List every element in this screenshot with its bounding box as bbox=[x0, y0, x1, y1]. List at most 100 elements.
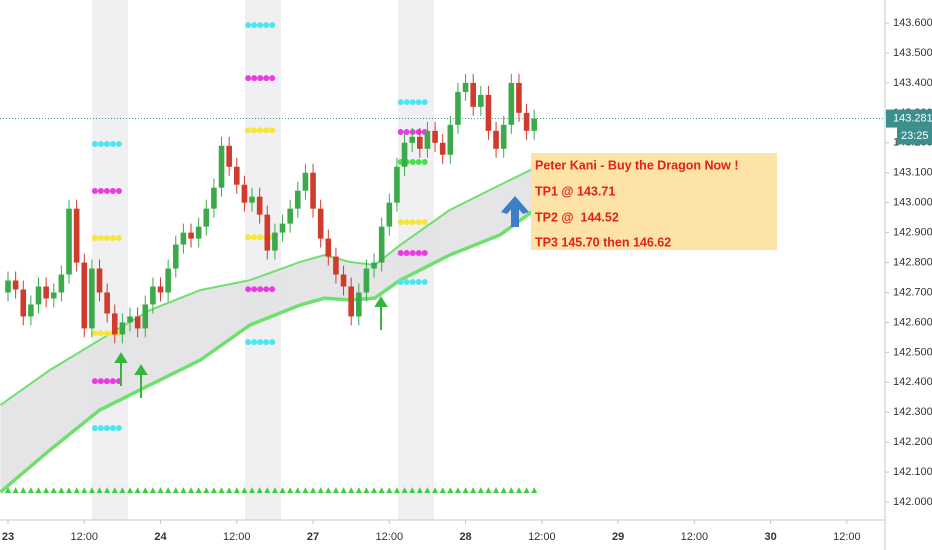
signal-triangle bbox=[188, 487, 195, 494]
signal-triangle bbox=[401, 487, 408, 494]
signal-triangle bbox=[96, 487, 103, 494]
signal-triangle bbox=[310, 487, 317, 494]
candle-body bbox=[294, 190, 301, 209]
signal-triangle bbox=[241, 487, 248, 494]
x-tick-label: 12:00 bbox=[681, 531, 709, 543]
candle-body bbox=[104, 292, 110, 314]
y-tick-label: 142.100 bbox=[893, 466, 932, 478]
candle-body bbox=[417, 136, 423, 149]
candle-body bbox=[279, 223, 286, 233]
annotation: TP2 @ 144.52 bbox=[535, 210, 619, 224]
candle-body bbox=[516, 82, 522, 113]
x-tick-label: 12:00 bbox=[528, 531, 556, 543]
signal-triangle bbox=[119, 487, 126, 494]
candle-body bbox=[485, 94, 492, 131]
x-tick-label: 12:00 bbox=[71, 531, 99, 543]
candle-body bbox=[35, 286, 42, 305]
signal-triangle bbox=[149, 487, 156, 494]
candle-body bbox=[43, 286, 49, 299]
signal-triangle bbox=[5, 487, 12, 494]
signal-triangle bbox=[172, 487, 179, 494]
x-tick-label: 23 bbox=[2, 531, 14, 543]
annotation: Peter Kani - Buy the Dragon Now ! bbox=[535, 158, 739, 172]
signal-triangle bbox=[500, 487, 507, 494]
candle-body bbox=[302, 172, 309, 191]
candle-body bbox=[325, 238, 332, 257]
signal-triangle bbox=[287, 487, 294, 494]
signal-triangle bbox=[127, 487, 134, 494]
candle-body bbox=[89, 268, 95, 329]
y-tick-label: 142.900 bbox=[893, 227, 932, 239]
signal-triangle bbox=[203, 487, 210, 494]
y-tick-label: 142.700 bbox=[893, 286, 932, 298]
signal-triangle bbox=[363, 487, 370, 494]
signal-triangle bbox=[256, 487, 263, 494]
candle-body bbox=[150, 286, 156, 305]
candle-body bbox=[409, 136, 415, 143]
candle-body bbox=[432, 130, 438, 143]
candle-body bbox=[455, 91, 461, 125]
signal-triangle bbox=[355, 487, 362, 494]
buy-arrow bbox=[501, 196, 529, 227]
countdown-label: 23:25 bbox=[901, 130, 929, 142]
candle-body bbox=[363, 268, 370, 293]
signal-triangle bbox=[81, 487, 88, 494]
candle-body bbox=[371, 262, 377, 269]
signal-triangle bbox=[477, 487, 484, 494]
signal-triangle bbox=[523, 487, 530, 494]
candle-body bbox=[96, 268, 103, 293]
candle-body bbox=[5, 280, 11, 293]
candle-body bbox=[188, 232, 194, 239]
candle-body bbox=[287, 208, 293, 224]
signal-triangle bbox=[325, 487, 332, 494]
arrow bbox=[134, 364, 148, 375]
signal-triangle bbox=[66, 487, 73, 494]
candle-body bbox=[180, 232, 187, 245]
candle-body bbox=[317, 208, 324, 239]
candle-body bbox=[249, 196, 255, 203]
signal-triangle bbox=[50, 487, 57, 494]
candle-body bbox=[142, 304, 149, 329]
candle-body bbox=[310, 172, 316, 209]
candle-body bbox=[195, 226, 202, 239]
candle-body bbox=[172, 244, 179, 269]
plot bbox=[0, 22, 885, 494]
signal-triangle bbox=[294, 487, 301, 494]
arrow-shaft bbox=[511, 205, 519, 227]
signal-triangle bbox=[378, 487, 385, 494]
signal-triangle bbox=[218, 487, 225, 494]
candle-body bbox=[12, 280, 19, 290]
candle-body bbox=[50, 292, 57, 299]
countdown-box bbox=[897, 127, 932, 145]
signal-triangle bbox=[409, 487, 416, 494]
candle-body bbox=[394, 166, 400, 203]
x-tick-label: 24 bbox=[154, 531, 167, 543]
candle-body bbox=[531, 118, 538, 131]
y-tick-label: 143.500 bbox=[893, 47, 932, 59]
candle-body bbox=[493, 130, 499, 149]
candle-body bbox=[218, 145, 225, 188]
candle-body bbox=[386, 202, 393, 227]
candle-body bbox=[424, 130, 431, 149]
x-tick-label: 12:00 bbox=[376, 531, 404, 543]
candle-body bbox=[111, 313, 118, 335]
signal-triangle bbox=[508, 487, 515, 494]
signal-triangle bbox=[531, 487, 538, 494]
candle-body bbox=[256, 196, 263, 215]
y-tick-label: 142.800 bbox=[893, 256, 932, 268]
x-tick-label: 28 bbox=[459, 531, 471, 543]
y-tick-label: 143.400 bbox=[893, 77, 932, 89]
candle-body bbox=[462, 82, 469, 92]
annotation: TP3 145.70 then 146.62 bbox=[535, 235, 671, 249]
candle-body bbox=[447, 124, 454, 155]
signal-triangle bbox=[195, 487, 202, 494]
signal-triangle bbox=[104, 487, 111, 494]
annotation: TP1 @ 143.71 bbox=[535, 184, 615, 198]
arrow bbox=[374, 296, 388, 307]
candle-body bbox=[439, 142, 446, 155]
signal-triangle bbox=[447, 487, 454, 494]
signal-triangle bbox=[226, 487, 233, 494]
signal-triangle bbox=[439, 487, 446, 494]
candle-body bbox=[470, 82, 476, 107]
